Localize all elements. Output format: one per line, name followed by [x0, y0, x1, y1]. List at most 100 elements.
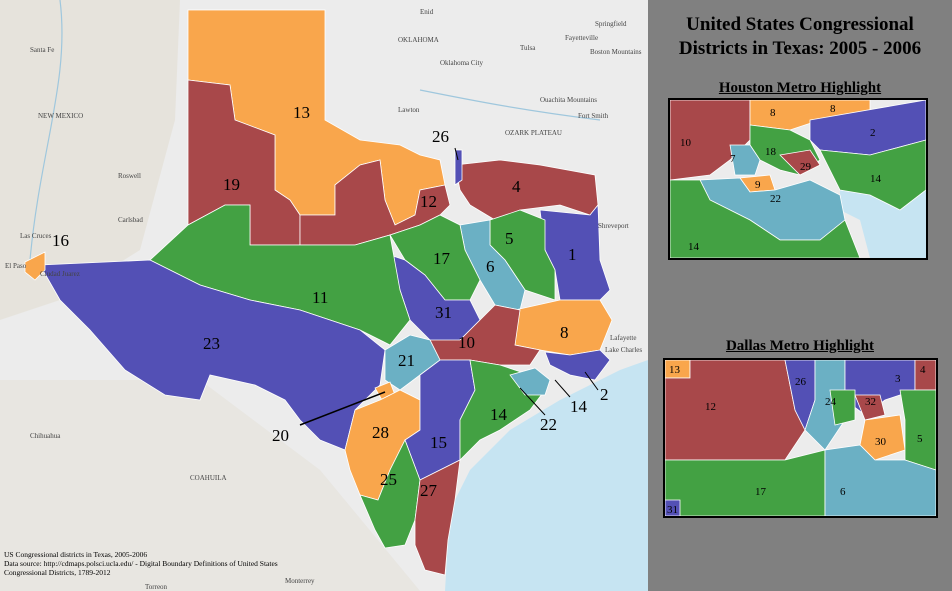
dallas-label: 17: [755, 486, 767, 498]
district-label-13: 13: [293, 103, 310, 122]
terrain-mexico: [0, 380, 420, 591]
district-27[interactable]: [414, 459, 461, 576]
base-label: Monterrey: [285, 577, 315, 585]
map-title-line1: United States Congressional: [686, 14, 914, 35]
district-2-leader: [584, 371, 599, 391]
footer-credits: US Congressional districts in Texas, 200…: [4, 550, 278, 577]
district-label-31: 31: [435, 303, 452, 322]
base-label: OZARK PLATEAU: [505, 129, 562, 137]
base-label: Chihuahua: [30, 432, 61, 440]
district-label-6: 6: [486, 257, 495, 276]
footer-line: Data source: http://cdmaps.polsci.ucla.e…: [4, 559, 278, 568]
base-label: COAHUILA: [190, 474, 227, 482]
houston-labels: 8 8 10 2 18 7 29 14 9 22 14: [680, 103, 882, 253]
district-label-23: 23: [203, 334, 220, 353]
houston-district-7[interactable]: [729, 144, 761, 176]
district-label-15: 15: [430, 433, 447, 452]
houston-district-10[interactable]: [670, 100, 751, 181]
houston-label: 8: [830, 103, 836, 115]
side-panel: United States Congressional Districts in…: [648, 0, 952, 591]
base-label: Ouachita Mountains: [540, 96, 597, 104]
district-label-28: 28: [372, 423, 389, 442]
houston-label: 10: [680, 137, 692, 149]
district-label-5: 5: [505, 229, 514, 248]
district-22-leader: [519, 387, 546, 416]
base-label: Boston Mountains: [590, 48, 642, 56]
base-label: Lake Charles: [605, 346, 642, 354]
district-labels: 1 2 4 5 6 8 10 11 12 13 14 15 16 17 19 2…: [52, 103, 609, 500]
district-label-21: 21: [398, 351, 415, 370]
terrain-west: [0, 0, 180, 320]
arkansas-river: [419, 89, 601, 121]
district-4[interactable]: [454, 159, 599, 221]
district-2[interactable]: [544, 349, 611, 381]
houston-label: 8: [770, 107, 776, 119]
base-label: Oklahoma City: [440, 59, 483, 67]
dallas-label: 24: [825, 396, 837, 408]
houston-label: 7: [730, 153, 736, 165]
houston-inset-map: 8 8 10 2 18 7 29 14 9 22 14: [670, 100, 926, 258]
houston-label: 9: [755, 179, 761, 191]
base-label: Carlsbad: [118, 216, 143, 224]
district-label-4: 4: [512, 177, 521, 196]
base-label: Fort Smith: [578, 112, 609, 120]
dallas-label: 32: [865, 396, 876, 408]
houston-label: 22: [770, 193, 781, 205]
district-label-10: 10: [458, 333, 475, 352]
dallas-label: 3: [895, 373, 901, 385]
dallas-district-30[interactable]: [859, 414, 906, 461]
district-26[interactable]: [454, 149, 463, 186]
dallas-district-31[interactable]: [665, 499, 681, 516]
dallas-inset-title: Dallas Metro Highlight: [725, 338, 875, 354]
base-label: Enid: [420, 8, 434, 16]
houston-label: 14: [688, 241, 700, 253]
footer-line: US Congressional districts in Texas, 200…: [4, 550, 147, 559]
houston-label: 2: [870, 127, 876, 139]
district-14-leader: [554, 379, 571, 398]
dallas-district-17[interactable]: [665, 449, 826, 516]
dallas-label: 5: [917, 433, 923, 445]
district-16[interactable]: [24, 251, 46, 281]
dallas-district-24[interactable]: [829, 389, 856, 426]
dallas-label: 4: [920, 364, 926, 376]
dallas-inset-map: 13 4 12 26 3 24 32 30 5 17 6 31: [665, 360, 936, 516]
district-label-14b: 14: [570, 397, 588, 416]
district-label-14: 14: [490, 405, 508, 424]
district-label-19: 19: [223, 175, 240, 194]
base-label: Ciudad Juarez: [40, 270, 80, 278]
houston-label: 29: [800, 161, 812, 173]
houston-district-14-east[interactable]: [819, 139, 926, 211]
base-label: Springfield: [595, 20, 627, 28]
base-labels: Santa Fe NEW MEXICO Roswell Carlsbad Las…: [5, 8, 642, 591]
dallas-district-6[interactable]: [824, 444, 936, 516]
houston-inset-title: Houston Metro Highlight: [718, 80, 882, 96]
dallas-inset[interactable]: 13 4 12 26 3 24 32 30 5 17 6 31: [663, 358, 938, 518]
dallas-label: 6: [840, 486, 846, 498]
base-label: Shreveport: [598, 222, 629, 230]
district-label-11: 11: [312, 288, 328, 307]
houston-district-14[interactable]: [670, 179, 861, 258]
gulf-of-mexico: [445, 360, 648, 591]
texas-map[interactable]: Santa Fe NEW MEXICO Roswell Carlsbad Las…: [0, 0, 648, 591]
base-label: El Paso: [5, 262, 27, 270]
base-label: Torreon: [145, 583, 168, 591]
houston-inset[interactable]: 8 8 10 2 18 7 29 14 9 22 14: [668, 98, 928, 260]
base-label: Lafayette: [610, 334, 636, 342]
district-label-22: 22: [540, 415, 557, 434]
district-label-16: 16: [52, 231, 69, 250]
base-label: Santa Fe: [30, 46, 54, 54]
dallas-district-5[interactable]: [899, 389, 936, 471]
dallas-labels: 13 4 12 26 3 24 32 30 5 17 6 31: [667, 364, 926, 516]
base-label: Tulsa: [520, 44, 536, 52]
dallas-label: 31: [667, 504, 678, 516]
dallas-label: 12: [705, 401, 716, 413]
district-label-12: 12: [420, 192, 437, 211]
district-label-25: 25: [380, 470, 397, 489]
houston-district-29[interactable]: [779, 149, 821, 176]
dallas-district-32[interactable]: [854, 394, 886, 421]
rio-grande-river: [29, 0, 63, 261]
dallas-district-4[interactable]: [914, 360, 936, 391]
district-26-leader: [454, 147, 459, 161]
district-23[interactable]: [39, 259, 386, 451]
base-label: NEW MEXICO: [38, 112, 83, 120]
